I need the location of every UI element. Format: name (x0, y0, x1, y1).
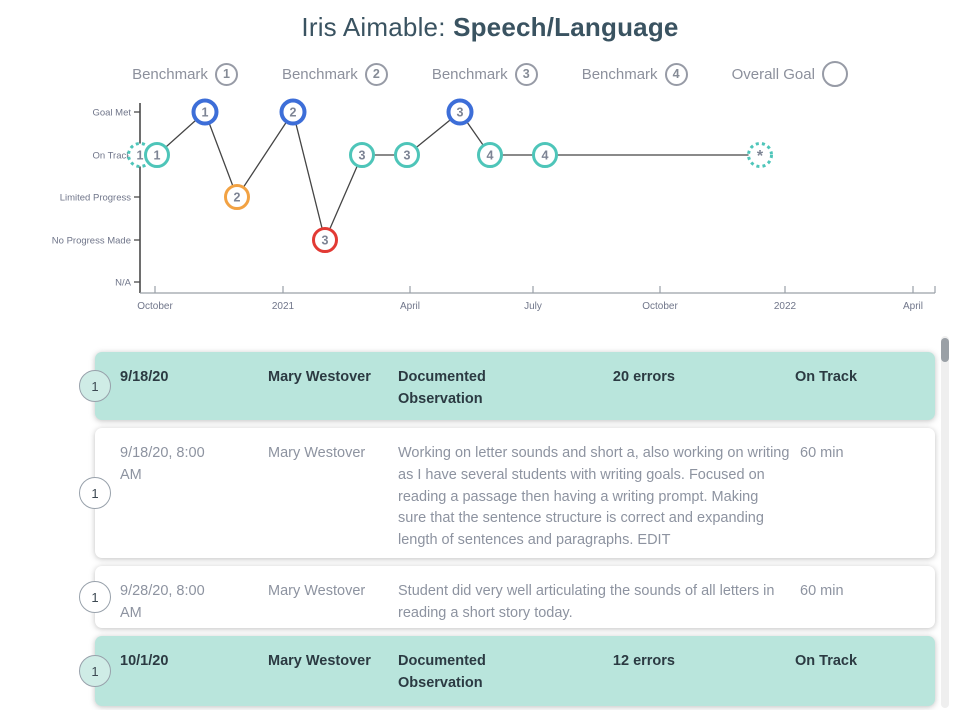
record-errors: 20 errors (612, 369, 675, 385)
record-type: Documented Observation (398, 369, 486, 407)
chart-point-9-label: 3 (457, 106, 464, 120)
chart-point-5-label: 2 (290, 106, 297, 120)
x-axis-label: October (642, 301, 678, 312)
edit-link[interactable]: EDIT (637, 532, 671, 548)
scrollbar-track[interactable] (941, 336, 949, 708)
chart-point-10-label: 4 (487, 149, 494, 163)
y-axis-label: N/A (115, 278, 132, 289)
chart-point-1-label: 1 (137, 149, 144, 163)
chart-legend: Benchmark 1 Benchmark 2 Benchmark 3 Benc… (0, 58, 980, 90)
chart-point-2-label: 1 (154, 149, 161, 163)
chart-point-9-circle[interactable] (446, 98, 474, 126)
record-row-benchmark-summary[interactable]: 1 10/1/20 Mary Westover Documented Obser… (79, 636, 935, 706)
benchmark-4-circle-icon: 4 (664, 62, 688, 86)
record-badge: 1 (79, 370, 111, 402)
progress-line-chart: N/A No Progress Made Limited Progress On Tr… (52, 98, 936, 312)
chart-point-12-circle[interactable] (747, 142, 773, 168)
chart-point-4-label: 2 (234, 191, 241, 205)
x-axis-label: April (903, 301, 923, 312)
record-errors: 12 errors (612, 653, 675, 669)
record-note-text: Working on letter sounds and short a, al… (398, 445, 790, 548)
x-axis-label: April (400, 301, 420, 312)
benchmark-1-circle-icon: 1 (214, 62, 238, 86)
record-badge: 1 (79, 581, 111, 613)
records-scroll-area[interactable]: 1 9/18/20 Mary Westover Documented Obser… (0, 330, 980, 710)
legend-benchmark-4: Benchmark 4 (581, 62, 688, 86)
overall-goal-circle-icon (821, 61, 848, 87)
chart-point-11-label: 4 (542, 149, 549, 163)
record-status: On Track (795, 653, 858, 669)
record-date: 10/1/20 (120, 653, 169, 669)
chart-point-6-circle[interactable] (312, 227, 338, 253)
x-axis-label: 2021 (272, 301, 295, 312)
record-date: 9/18/20, 8:00 AM (120, 445, 205, 483)
record-note: Student did very well articulating the s… (398, 583, 775, 621)
legend-label: Benchmark (281, 65, 358, 83)
record-row-session-note[interactable]: 1 9/18/20, 8:00 AM Mary Westover Working… (79, 428, 935, 558)
benchmark-3-circle-icon: 3 (514, 62, 538, 86)
legend-label: Overall Goal (731, 65, 815, 83)
benchmark-2-circle-icon: 2 (364, 62, 388, 86)
chart-point-8-circle[interactable] (394, 142, 420, 168)
record-date: 9/28/20, 8:00 AM (120, 583, 205, 621)
record-duration: 60 min (800, 583, 844, 599)
record-author: Mary Westover (268, 583, 366, 599)
chart-point-4-circle[interactable] (224, 184, 250, 210)
record-row-benchmark-summary[interactable]: 1 9/18/20 Mary Westover Documented Obser… (79, 352, 935, 420)
chart-point-7-label: 3 (359, 149, 366, 163)
chart-point-8-label: 3 (404, 149, 411, 163)
x-axis-label: 2022 (774, 301, 797, 312)
record-author: Mary Westover (268, 653, 371, 669)
record-author: Mary Westover (268, 445, 366, 461)
goal-subject: Speech/Language (453, 12, 679, 42)
record-badge: 1 (79, 655, 111, 687)
chart-point-3-circle[interactable] (191, 98, 219, 126)
record-duration: 60 min (800, 445, 844, 461)
chart-point-11-circle[interactable] (532, 142, 558, 168)
record-author: Mary Westover (268, 369, 371, 385)
legend-overall-goal: Overall Goal (732, 61, 848, 87)
student-name: Iris Aimable: (301, 12, 454, 42)
chart-point-5-circle[interactable] (279, 98, 307, 126)
chart-point-7-circle[interactable] (349, 142, 375, 168)
x-axis-label: October (137, 301, 173, 312)
legend-benchmark-2: Benchmark 2 (281, 62, 388, 86)
chart-point-6-label: 3 (322, 234, 329, 248)
record-note: Working on letter sounds and short a, al… (398, 443, 790, 552)
y-axis-label: On Track (92, 151, 131, 162)
record-type: Documented Observation (398, 653, 486, 691)
y-axis-label: Limited Progress (60, 193, 132, 204)
page-title: Iris Aimable: Speech/Language (0, 12, 980, 43)
chart-point-2-circle[interactable] (144, 142, 170, 168)
legend-label: Benchmark (581, 65, 658, 83)
record-row-session-note[interactable]: 1 9/28/20, 8:00 AM Mary Westover Student… (79, 566, 935, 628)
legend-label: Benchmark (132, 65, 208, 83)
chart-point-3-label: 1 (202, 106, 209, 120)
legend-label: Benchmark (431, 65, 508, 83)
legend-benchmark-1: Benchmark 1 (132, 62, 238, 86)
x-axis-label: July (524, 301, 542, 312)
record-badge: 1 (79, 477, 111, 509)
y-axis-label: Goal Met (92, 108, 131, 119)
scrollbar-thumb[interactable] (941, 338, 949, 362)
record-status: On Track (795, 369, 858, 385)
y-axis-label: No Progress Made (52, 236, 131, 247)
record-date: 9/18/20 (120, 369, 169, 385)
chart-point-10-circle[interactable] (477, 142, 503, 168)
chart-point-12-label: * (757, 148, 764, 165)
progress-line (140, 110, 760, 243)
legend-benchmark-3: Benchmark 3 (431, 62, 538, 86)
